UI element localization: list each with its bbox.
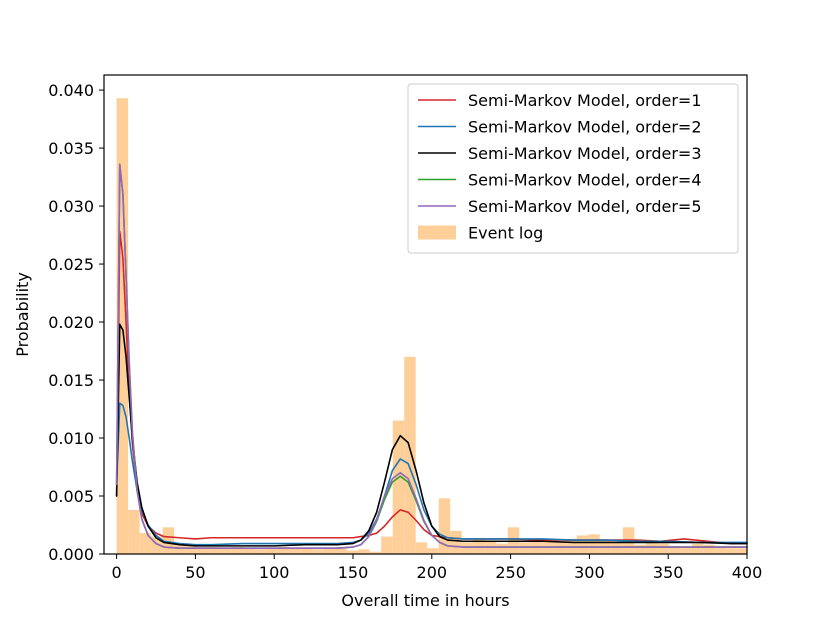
y-axis: 0.000 0.005 0.010 0.015 0.020 0.025 0.030 0.035…: [48, 81, 104, 564]
histogram-bar: [588, 534, 600, 554]
histogram-bar: [369, 551, 382, 554]
histogram-bar: [645, 542, 658, 554]
histogram-bar: [657, 543, 669, 554]
x-tick-label: 350: [653, 563, 684, 582]
histogram-bar: [162, 527, 175, 554]
histogram-bar: [197, 547, 209, 554]
x-tick-label: 300: [574, 563, 605, 582]
histogram-bar: [542, 542, 554, 554]
histogram-bar: [381, 536, 393, 554]
x-tick-label: 100: [259, 563, 290, 582]
histogram-bar: [243, 548, 255, 554]
histogram-bar: [404, 356, 416, 554]
legend-entry-label: Event log: [468, 224, 543, 243]
legend-box: [407, 83, 739, 254]
histogram-bar: [254, 549, 267, 554]
legend-entry-label: Semi-Markov Model, order=3: [468, 144, 702, 163]
x-tick-label: 400: [732, 563, 763, 582]
histogram-bar: [277, 547, 290, 554]
histogram-bar: [450, 530, 462, 554]
histogram-bar: [312, 549, 324, 554]
histogram-bar: [668, 545, 681, 554]
histogram-bar: [726, 548, 738, 554]
histogram-bar: [128, 509, 140, 554]
series-line-order-3: [115, 323, 748, 547]
y-tick-label: 0.035: [48, 139, 94, 158]
y-tick-label: 0.025: [48, 255, 94, 274]
legend-swatch-histogram: [418, 225, 456, 240]
y-tick-label: 0.000: [48, 545, 94, 564]
series-lines-layer: [115, 163, 748, 550]
histogram-bar: [208, 547, 221, 554]
legend-entry-label: Semi-Markov Model, order=5: [468, 197, 702, 216]
histogram-bar: [576, 535, 589, 554]
series-line-order-1: [115, 230, 748, 545]
y-axis-label: Probability: [13, 272, 32, 357]
x-tick-label: 150: [338, 563, 369, 582]
y-tick-label: 0.005: [48, 487, 94, 506]
histogram-bar: [737, 548, 747, 554]
histogram-bar: [427, 548, 439, 554]
histogram-bar: [680, 547, 692, 554]
series-line-order-2: [115, 402, 748, 546]
histogram-bar: [703, 544, 715, 554]
histogram-bar: [266, 548, 278, 554]
histogram-bar: [611, 542, 623, 554]
histogram-bar: [634, 544, 646, 554]
histogram-bar: [323, 548, 336, 554]
histogram-bar: [438, 498, 451, 554]
legend-entry-label: Semi-Markov Model, order=4: [468, 171, 702, 190]
histogram-bar: [335, 547, 347, 554]
histogram-bar: [496, 543, 508, 554]
y-tick-label: 0.015: [48, 371, 94, 390]
histogram-bar: [151, 536, 163, 554]
histogram-bar: [139, 533, 152, 554]
histogram-bar: [346, 550, 359, 554]
histogram-bar: [358, 549, 370, 554]
histogram-bar: [300, 548, 313, 554]
histogram-bar: [461, 542, 474, 554]
x-tick-label: 0: [112, 563, 122, 582]
y-tick-label: 0.030: [48, 197, 94, 216]
legend-entry-label: Semi-Markov Model, order=2: [468, 118, 702, 137]
histogram-bar: [714, 547, 727, 554]
x-tick-label: 50: [185, 563, 205, 582]
histogram-bar: [392, 420, 405, 554]
legend-entry-label: Semi-Markov Model, order=1: [468, 91, 702, 110]
histogram-bar: [174, 544, 186, 554]
x-axis-label: Overall time in hours: [341, 591, 509, 610]
y-tick-label: 0.010: [48, 429, 94, 448]
histogram-bar: [220, 548, 232, 554]
y-tick-label: 0.020: [48, 313, 94, 332]
histogram-bar: [185, 545, 198, 554]
histogram-bar: [231, 547, 244, 554]
legend: Semi-Markov Model, order=1 Semi-Markov Mo…: [407, 83, 739, 254]
histogram-bar: [116, 98, 129, 554]
histogram-bar: [691, 543, 704, 554]
y-tick-label: 0.040: [48, 81, 94, 100]
histogram-layer: [116, 98, 747, 554]
x-tick-label: 200: [417, 563, 448, 582]
histogram-bar: [289, 548, 301, 554]
x-axis: 0 50 100 150 200 250 300 350 400: [112, 554, 763, 582]
series-line-order-5: [115, 163, 748, 550]
x-tick-label: 250: [495, 563, 526, 582]
histogram-bar: [415, 542, 428, 554]
histogram-bar: [519, 542, 531, 554]
plot-frame: [103, 74, 748, 555]
